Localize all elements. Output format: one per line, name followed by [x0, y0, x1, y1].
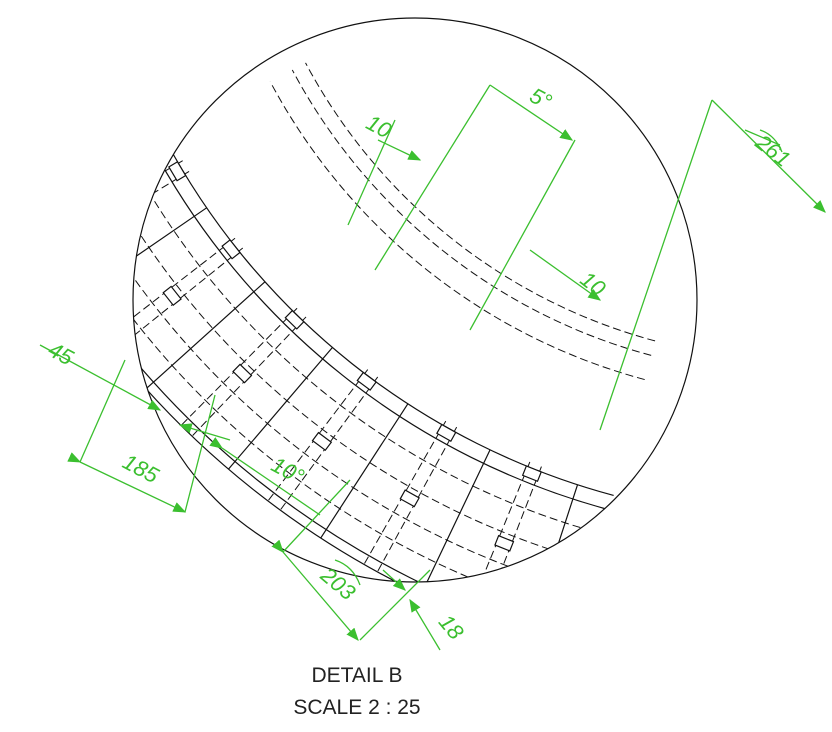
bolt-hole	[133, 160, 183, 245]
dimension-label: 10	[576, 266, 611, 301]
bolt-hole	[133, 237, 236, 340]
segment-joint	[420, 449, 491, 582]
bolt-hole	[376, 426, 458, 573]
bolt-nut	[104, 200, 121, 219]
bolt-hole	[191, 316, 307, 437]
bolt-nut	[436, 423, 457, 442]
bolt-hole	[133, 247, 244, 352]
arc-line	[269, 81, 645, 381]
arc-symbol	[759, 129, 783, 153]
dimension-label: 185	[119, 449, 164, 489]
bolt-nut	[232, 363, 253, 384]
arc-symbol	[334, 559, 361, 586]
arc-line	[133, 212, 573, 582]
bolt-nut	[494, 534, 515, 552]
segment-joint	[133, 207, 207, 299]
segment-joint	[320, 403, 409, 539]
caption-title: DETAIL B	[311, 664, 402, 687]
dimension-label: 18	[434, 610, 469, 645]
segment-joint	[527, 484, 579, 582]
bolt-nut	[168, 160, 187, 182]
dimension-label: 203	[315, 562, 361, 606]
arc-line	[133, 170, 596, 564]
caption-scale: SCALE 2 : 25	[293, 696, 420, 719]
bolt-nut	[221, 239, 241, 260]
dimension-label: 5°	[526, 83, 556, 115]
arc-line	[133, 156, 604, 535]
bolt-nut	[399, 489, 420, 508]
bolt-hole	[180, 307, 298, 426]
bolt-hole	[481, 466, 542, 582]
bolt-hole	[363, 420, 447, 565]
bolt-hole	[279, 376, 379, 511]
arc-line	[291, 69, 652, 356]
bolt-hole	[467, 461, 531, 582]
arc-line	[133, 196, 582, 582]
bolt-nut	[284, 309, 305, 330]
arc-line	[305, 62, 656, 342]
segment-joint	[145, 281, 266, 390]
arc-line	[133, 208, 575, 582]
arc-line	[133, 184, 588, 582]
segments	[104, 62, 656, 582]
detail-circle	[132, 17, 698, 583]
dimension-label: 45	[44, 337, 78, 371]
dimension-label: 10	[362, 110, 396, 144]
bolt-nut	[356, 371, 377, 391]
bolt-nut	[311, 431, 333, 452]
dimension-lines	[39, 84, 826, 651]
bolt-hole	[133, 171, 190, 258]
bolt-hole	[267, 369, 369, 502]
bolt-nut	[162, 285, 182, 307]
bolt-nut	[521, 465, 542, 483]
segment-joint	[228, 347, 333, 470]
arc-line	[150, 144, 610, 511]
